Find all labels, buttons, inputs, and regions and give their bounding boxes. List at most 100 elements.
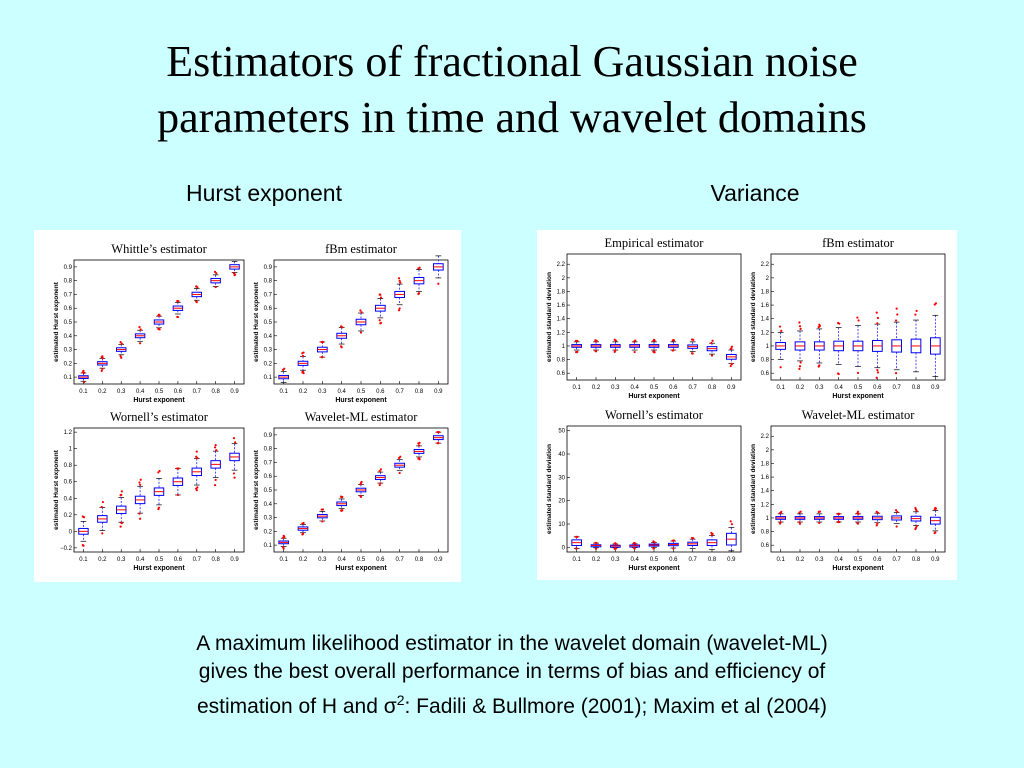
outlier-point (778, 325, 782, 328)
x-tick-label: 0.7 (193, 389, 202, 395)
x-tick-label: 0.3 (318, 557, 327, 563)
boxplot-1: fBm estimator 0.1 0.2 0.3 0.4 0.5 0.6 0.7 0.8 0.9… (253, 242, 449, 404)
y-tick-label: 1 (562, 344, 566, 350)
outlier-point (120, 356, 123, 359)
x-tick-label: 0.6 (376, 389, 385, 395)
outlier-point (398, 279, 401, 282)
box-0.1 (278, 534, 289, 550)
x-tick-label: 0.1 (79, 557, 88, 563)
box-0.3 (610, 542, 621, 550)
box-0.2 (297, 521, 309, 536)
outlier-point (138, 326, 141, 329)
outlier-point (671, 349, 674, 352)
outlier-point (730, 363, 734, 366)
box-0.6 (668, 339, 679, 352)
outlier-point (798, 325, 802, 328)
box-0.5 (648, 338, 660, 354)
y-tick-label: 10 (558, 522, 565, 528)
outlier-point (399, 281, 402, 284)
outlier-point (594, 547, 598, 550)
y-tick-label: 0.6 (64, 306, 73, 312)
outlier-point (710, 533, 714, 537)
outlier-point (119, 525, 122, 528)
outlier-point (818, 521, 821, 524)
x-tick-label: 0.2 (299, 389, 308, 395)
y-tick-label: 0.6 (557, 371, 566, 377)
y-tick-label: 0.9 (264, 265, 273, 271)
y-tick-label: 0 (69, 529, 73, 535)
outlier-point (119, 341, 122, 344)
y-tick-label: 0.8 (64, 279, 73, 285)
outlier-point (418, 441, 421, 444)
y-tick-label: 0.9 (64, 265, 73, 271)
outlier-point (321, 520, 324, 523)
box-0.8 (413, 266, 425, 296)
x-tick-label: 0.1 (572, 385, 581, 391)
x-tick-label: 0.1 (279, 557, 288, 563)
y-tick-label: 0.2 (264, 361, 273, 367)
outlier-point (876, 522, 879, 525)
y-tick-label: 0.4 (64, 334, 73, 340)
x-tick-label: 0.8 (912, 557, 921, 563)
outlier-point (359, 494, 362, 498)
x-tick-label: 0.2 (592, 385, 601, 391)
x-tick-label: 0.7 (395, 389, 404, 395)
y-tick-label: 0.1 (264, 543, 273, 549)
x-tick-label: 0.9 (727, 557, 736, 563)
x-tick-label: 0.9 (434, 557, 443, 563)
outlier-point (594, 349, 597, 352)
y-axis-label: estimated Hurst exponent (53, 281, 60, 362)
x-tick-label: 0.6 (174, 389, 183, 395)
x-tick-label: 0.2 (98, 389, 107, 395)
y-tick-label: 2.2 (761, 434, 770, 440)
y-tick-label: 2.2 (761, 262, 770, 268)
outlier-point (729, 520, 732, 523)
outlier-point (653, 351, 656, 354)
box-0.1 (278, 367, 289, 383)
box-0.5 (852, 510, 864, 525)
x-tick-label: 0.6 (376, 557, 385, 563)
y-tick-label: 1 (766, 344, 770, 350)
x-tick-label: 0.1 (279, 389, 288, 395)
y-tick-label: 0.6 (264, 474, 273, 480)
y-tick-label: 0.6 (264, 306, 273, 312)
box-0.9 (229, 261, 240, 277)
outlier-point (876, 322, 879, 325)
outlier-point (157, 313, 161, 316)
box-0.8 (413, 441, 425, 461)
outlier-point (780, 329, 783, 332)
outlier-point (838, 322, 841, 325)
outlier-point (176, 315, 179, 318)
outlier-point (576, 350, 579, 354)
caption-sigma-superscript: 2 (396, 692, 405, 708)
x-tick-label: 0.5 (650, 385, 659, 391)
plot-title: fBm estimator (822, 236, 895, 250)
box-0.5 (153, 313, 165, 331)
outlier-point (176, 493, 179, 497)
outlier-point (417, 444, 421, 447)
outlier-point (857, 319, 860, 322)
outlier-point (195, 300, 198, 303)
x-tick-label: 0.8 (211, 557, 220, 563)
outlier-point (576, 535, 579, 538)
y-tick-label: 2 (766, 276, 770, 282)
subheading-hurst: Hurst exponent (186, 180, 342, 206)
x-tick-label: 0.6 (669, 385, 678, 391)
x-tick-label: 0.8 (211, 389, 220, 395)
outlier-point (672, 539, 676, 542)
y-tick-label: 0.8 (264, 279, 273, 285)
box-0.2 (794, 321, 806, 370)
box-0.7 (191, 285, 203, 304)
outlier-point (398, 307, 401, 310)
outlier-point (120, 493, 123, 496)
outlier-point (730, 345, 734, 348)
outlier-point (798, 521, 801, 524)
box-0.9 (433, 255, 444, 285)
outlier-point (915, 525, 918, 528)
outlier-point (196, 286, 199, 289)
outlier-point (691, 537, 694, 540)
box-0.1 (571, 339, 582, 354)
boxplot-3: Wavelet-ML estimator 0.1 0.2 0.3 0.4 0.5 0.6 0.… (253, 410, 449, 572)
outlier-point (934, 302, 938, 305)
box-0.4 (336, 495, 348, 512)
